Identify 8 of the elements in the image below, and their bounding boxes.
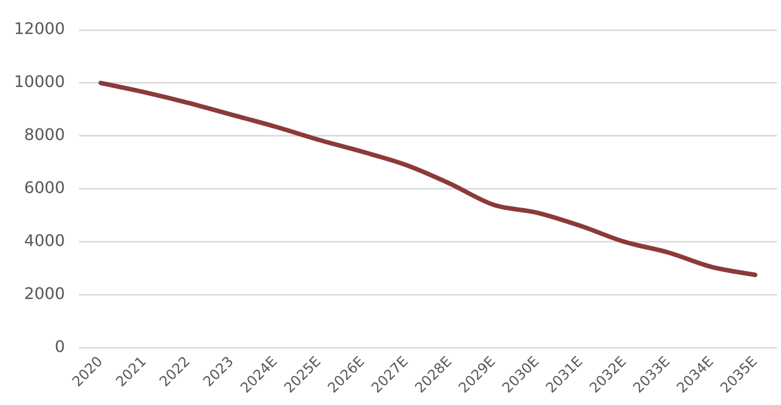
y-tick-label: 12000 (14, 19, 65, 38)
y-tick-label: 4000 (24, 230, 65, 250)
y-tick-label: 0 (54, 336, 65, 356)
line-series (98, 80, 758, 278)
y-tick-label: 8000 (24, 125, 65, 144)
y-tick-label: 10000 (14, 72, 65, 92)
y-tick-label: 6000 (24, 178, 65, 197)
y-tick-label: 2000 (24, 284, 65, 303)
